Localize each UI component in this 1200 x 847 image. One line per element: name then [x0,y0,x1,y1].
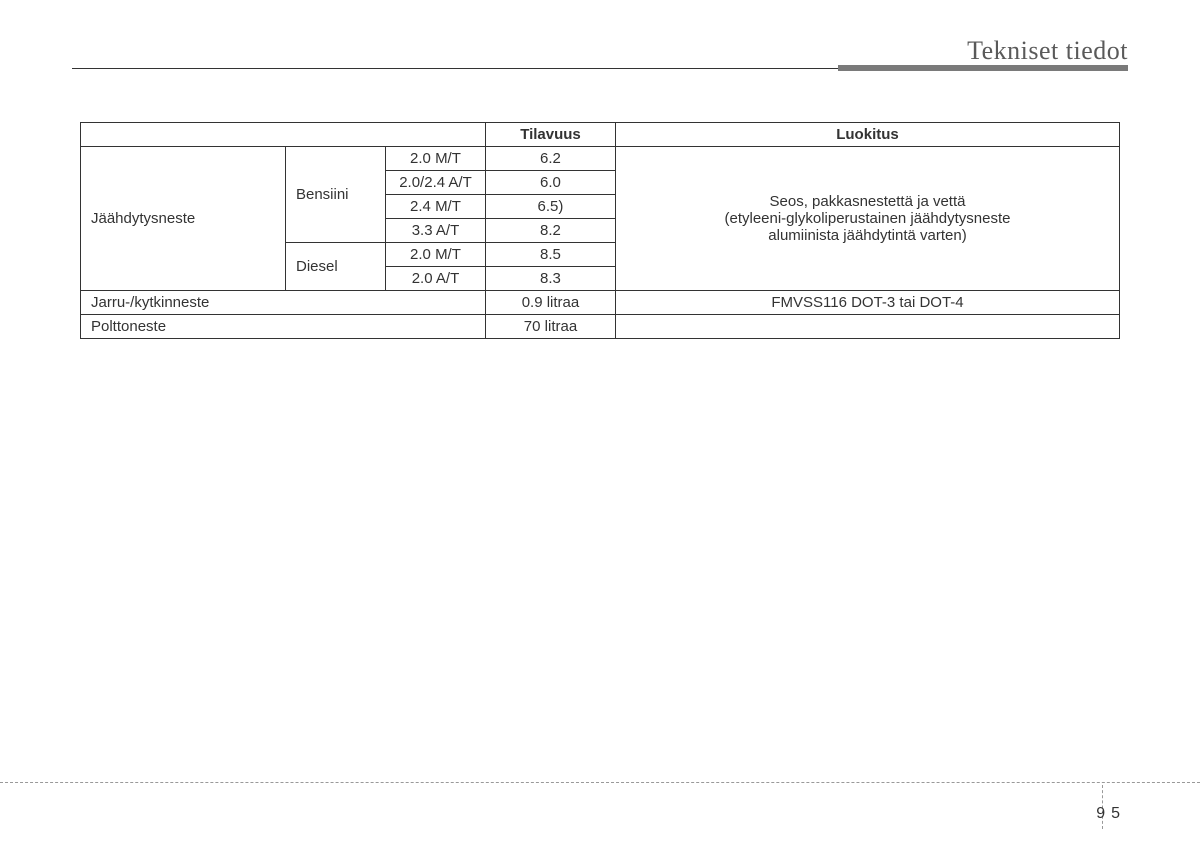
section-number: 9 [1096,805,1105,823]
header-volume: Tilavuus [485,123,615,147]
fuel-classification [615,315,1119,339]
header-empty [81,123,486,147]
volume-cell: 8.2 [485,219,615,243]
classification-line: (etyleeni-glykoliperustainen jäähdytysne… [624,210,1111,227]
coolant-classification: Seos, pakkasnestettä ja vettä (etyleeni-… [615,147,1119,291]
specs-table-container: Tilavuus Luokitus Jäähdytysneste Bensiin… [80,122,1120,339]
page-header: Tekniset tiedot [967,36,1128,66]
header-rule [72,68,1128,74]
variant-cell: 3.3 A/T [385,219,485,243]
classification-line: Seos, pakkasnestettä ja vettä [624,193,1111,210]
brake-volume: 0.9 litraa [485,291,615,315]
table-row: Polttoneste 70 litraa [81,315,1120,339]
variant-cell: 2.0 A/T [385,267,485,291]
variant-cell: 2.0 M/T [385,243,485,267]
bensiini-label: Bensiini [285,147,385,243]
diesel-label: Diesel [285,243,385,291]
brake-classification: FMVSS116 DOT-3 tai DOT-4 [615,291,1119,315]
coolant-label: Jäähdytysneste [81,147,286,291]
volume-cell: 6.0 [485,171,615,195]
volume-cell: 6.5) [485,195,615,219]
volume-cell: 6.2 [485,147,615,171]
header-rule-thick [838,65,1128,71]
volume-cell: 8.3 [485,267,615,291]
variant-cell: 2.0/2.4 A/T [385,171,485,195]
brake-label: Jarru-/kytkinneste [81,291,486,315]
specs-table: Tilavuus Luokitus Jäähdytysneste Bensiin… [80,122,1120,339]
classification-line: alumiinista jäähdytintä varten) [624,227,1111,244]
variant-cell: 2.0 M/T [385,147,485,171]
footer-dashed-rule [0,782,1200,783]
page-title: Tekniset tiedot [967,36,1128,66]
page-number: 9 5 [1096,805,1120,823]
page-number-value: 5 [1111,805,1120,823]
table-row: Jäähdytysneste Bensiini 2.0 M/T 6.2 Seos… [81,147,1120,171]
table-header-row: Tilavuus Luokitus [81,123,1120,147]
header-classification: Luokitus [615,123,1119,147]
fuel-volume: 70 litraa [485,315,615,339]
table-row: Jarru-/kytkinneste 0.9 litraa FMVSS116 D… [81,291,1120,315]
volume-cell: 8.5 [485,243,615,267]
fuel-label: Polttoneste [81,315,486,339]
variant-cell: 2.4 M/T [385,195,485,219]
